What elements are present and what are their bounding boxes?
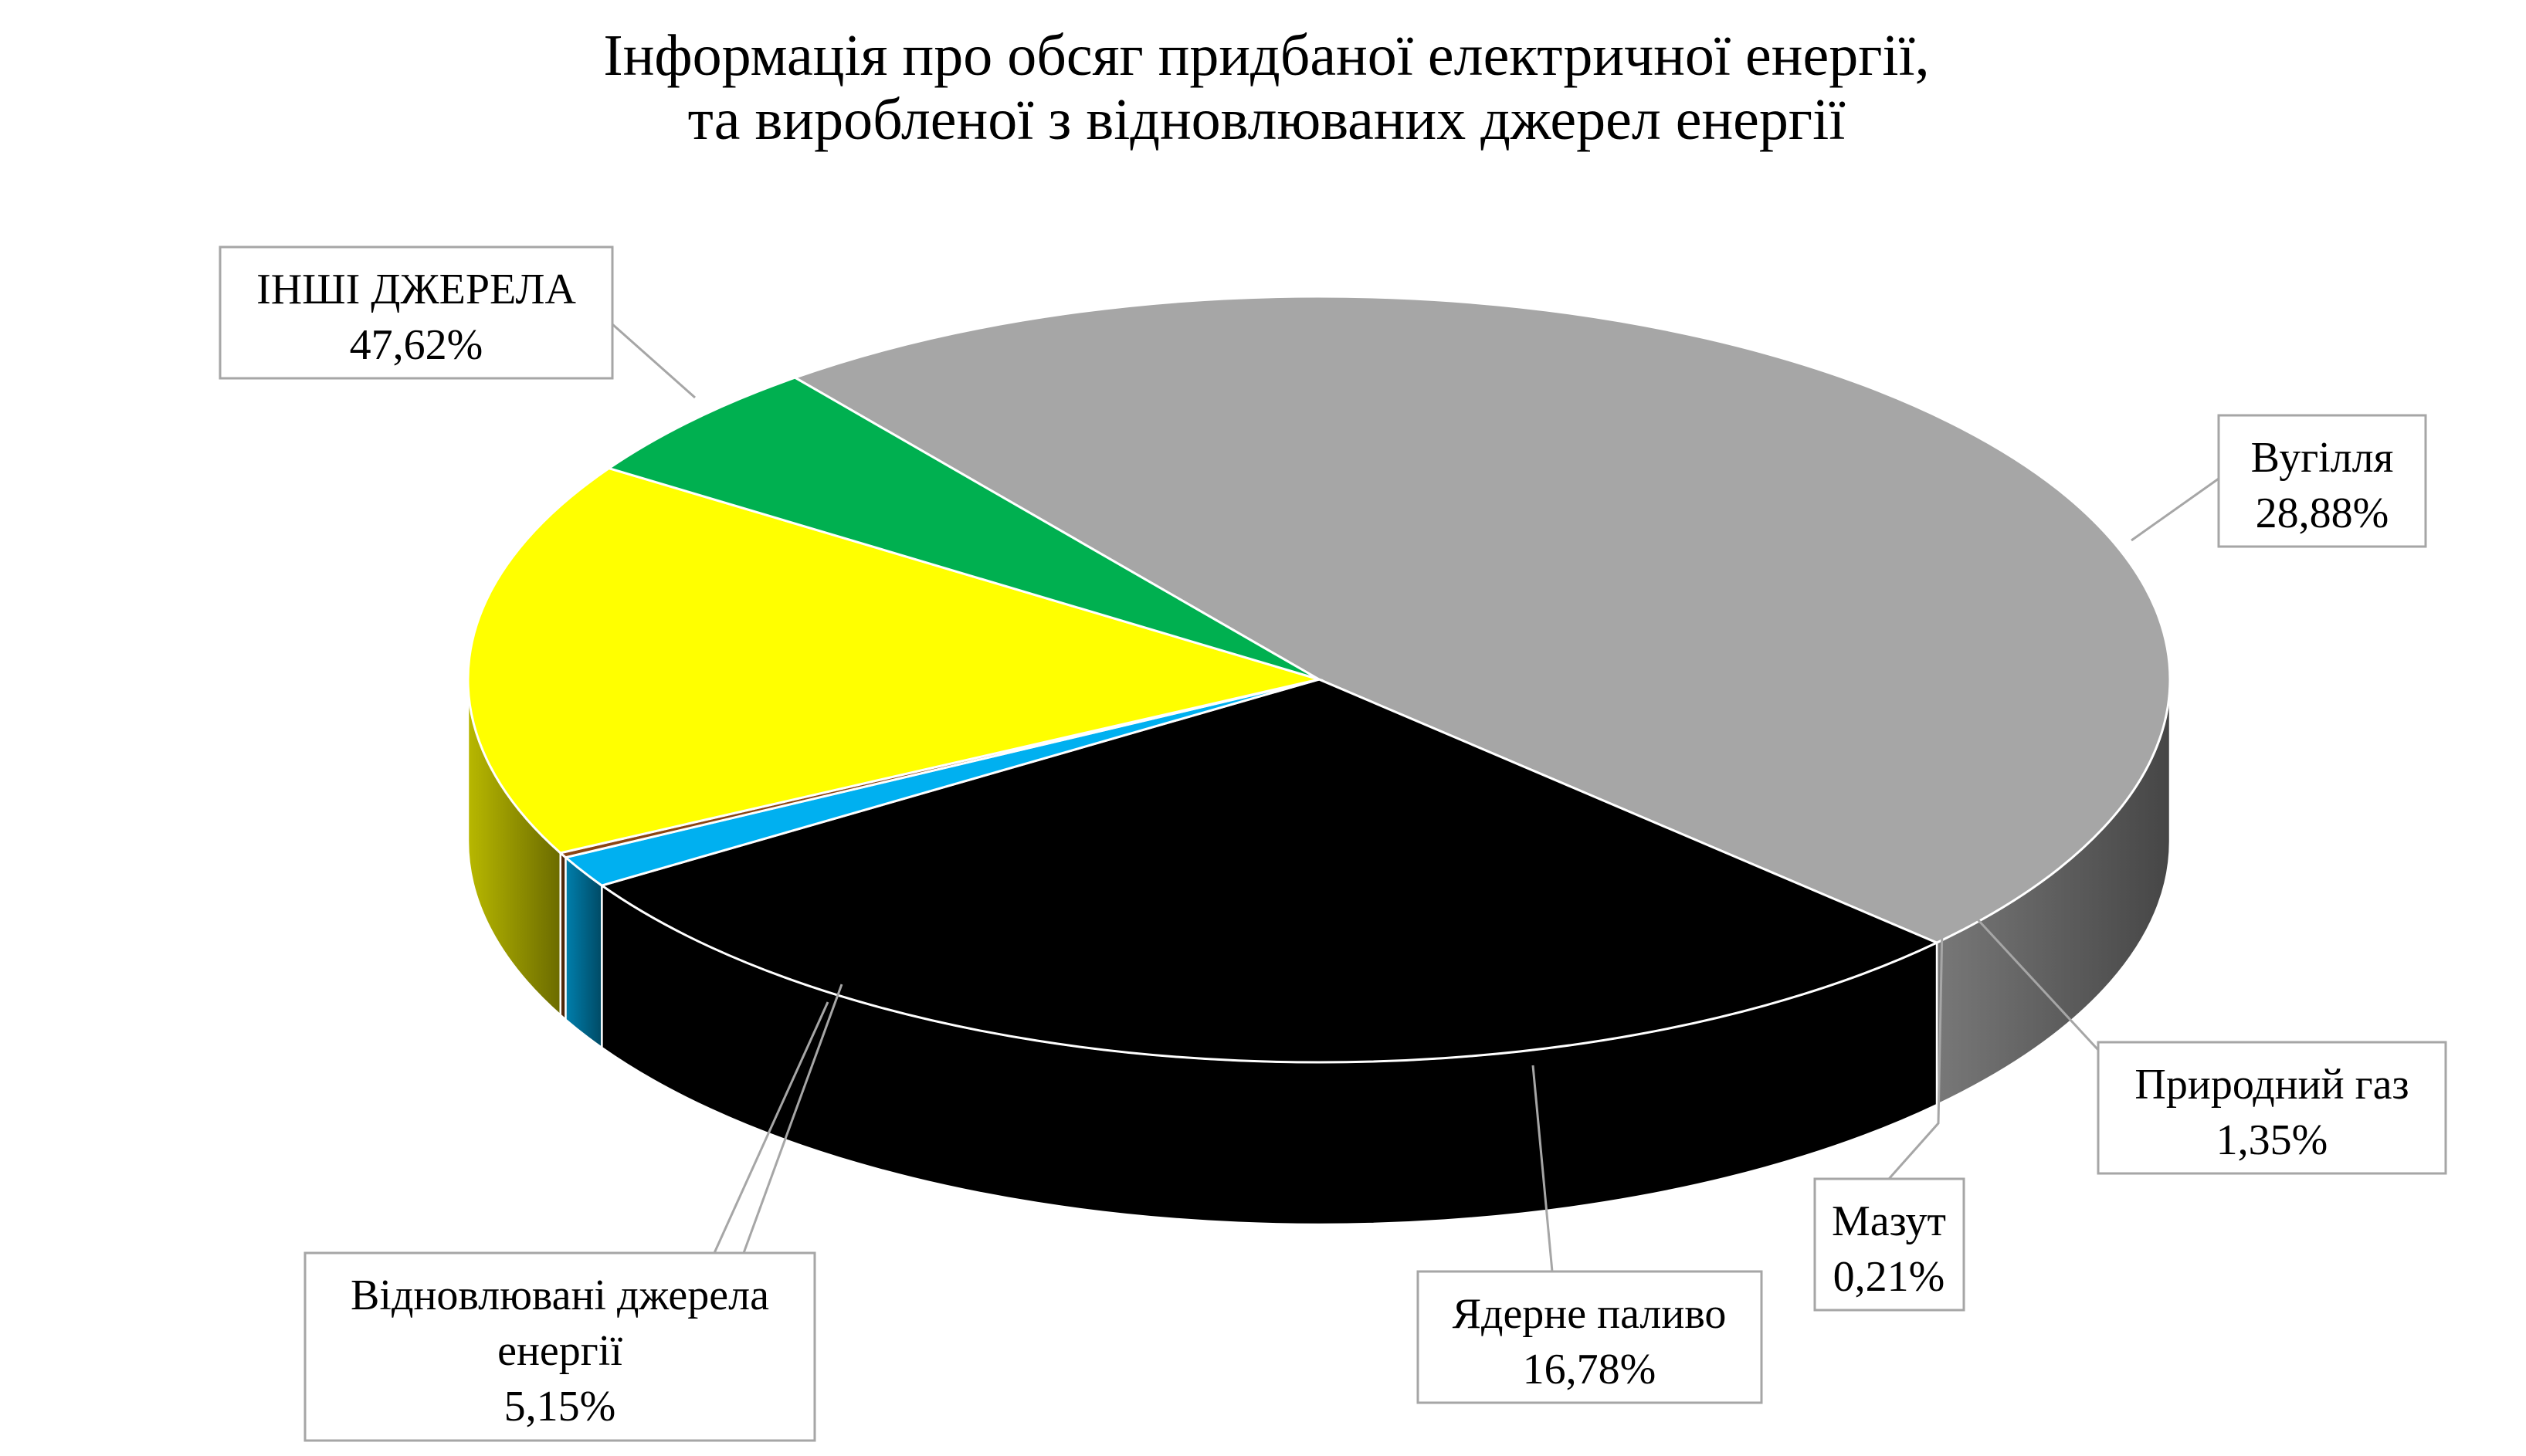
data-label-value: 47,62%: [350, 321, 483, 369]
leader-line-fuel-oil: [1887, 926, 1944, 1180]
data-label-value: 28,88%: [2256, 489, 2389, 537]
data-label-name-line-2: енергії: [497, 1327, 622, 1375]
data-label-value: 1,35%: [2216, 1116, 2328, 1164]
data-label-name: Вугілля: [2251, 434, 2394, 482]
data-label-value: 5,15%: [504, 1383, 616, 1431]
leader-line-other-sources: [612, 323, 696, 399]
data-label-name: ІНШІ ДЖЕРЕЛА: [256, 266, 576, 313]
leader-lines: [612, 323, 2219, 1272]
leader-line-renewables-a: [742, 984, 843, 1254]
data-label-natural-gas: Природний газ 1,35%: [2097, 1041, 2447, 1175]
data-label-name-line-1: Відновлювані джерела: [351, 1271, 769, 1319]
pie-side-природний-газ: [565, 855, 603, 1050]
chart-title-line-1: Інформація про обсяг придбаної електричн…: [603, 23, 1929, 88]
data-label-coal: Вугілля 28,88%: [2217, 414, 2427, 548]
data-label-nuclear-fuel: Ядерне паливо 16,78%: [1416, 1270, 1763, 1404]
leader-line-coal: [2131, 477, 2219, 542]
leader-line-nuclear-fuel: [1531, 1065, 1554, 1272]
data-label-value: 0,21%: [1833, 1253, 1945, 1301]
leader-line-natural-gas: [1975, 917, 2100, 1051]
data-label-fuel-oil: Мазут 0,21%: [1813, 1177, 1965, 1312]
pie-slice-інші-джерела: [792, 295, 2172, 944]
data-label-name: Природний газ: [2134, 1061, 2409, 1109]
data-label-name: Мазут: [1832, 1197, 1946, 1245]
leader-line-renewables-b: [713, 1001, 829, 1254]
pie-slice-відновлювані-джерела-енергії: [606, 376, 1320, 681]
data-label-renewables: Відновлювані джерела енергії 5,15%: [303, 1251, 816, 1442]
chart-title-line-2: та виробленої з відновлюваних джерел ене…: [688, 87, 1846, 152]
pie-slice-ядерне-паливо: [466, 466, 1324, 855]
pie-plot-area: [466, 295, 2172, 1226]
data-label-other-sources: ІНШІ ДЖЕРЕЛА 47,62%: [219, 245, 614, 380]
pie-slice-вугілля: [598, 678, 1940, 1064]
data-label-value: 16,78%: [1523, 1346, 1656, 1393]
data-label-name: Ядерне паливо: [1453, 1290, 1727, 1338]
